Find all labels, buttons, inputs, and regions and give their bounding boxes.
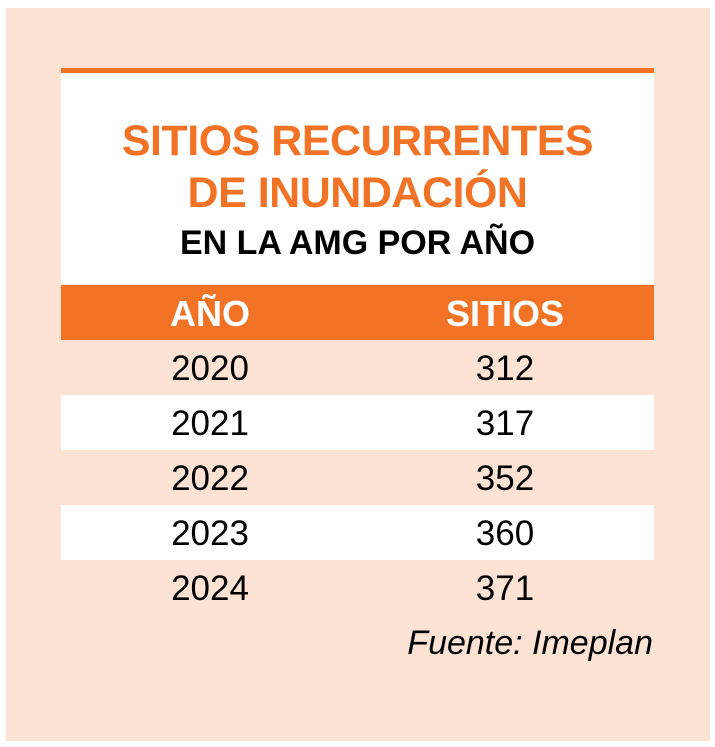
table-header: AÑO SITIOS bbox=[61, 285, 654, 340]
table-row: 2021 317 bbox=[61, 395, 654, 450]
sites-cell: 317 bbox=[475, 404, 535, 443]
year-cell: 2020 bbox=[171, 349, 249, 388]
header-sites: SITIOS bbox=[445, 293, 565, 334]
table-row: 2020 312 bbox=[61, 340, 654, 395]
title-main: SITIOS RECURRENTES DE INUNDACIÓN bbox=[61, 115, 654, 219]
table-row: 2024 371 bbox=[61, 560, 654, 615]
title-line-2: DE INUNDACIÓN bbox=[187, 169, 528, 217]
sites-cell: 360 bbox=[475, 514, 535, 553]
table-row: 2023 360 bbox=[61, 505, 654, 560]
year-cell: 2021 bbox=[171, 404, 249, 443]
header-year: AÑO bbox=[170, 293, 250, 334]
sites-cell: 371 bbox=[475, 569, 535, 608]
sites-cell: 312 bbox=[475, 349, 535, 388]
source-note: Fuente: Imeplan bbox=[407, 624, 653, 662]
title-box: SITIOS RECURRENTES DE INUNDACIÓN EN LA A… bbox=[61, 73, 654, 284]
year-cell: 2022 bbox=[171, 459, 249, 498]
year-cell: 2023 bbox=[171, 514, 249, 553]
year-cell: 2024 bbox=[171, 569, 249, 608]
title-line-1: SITIOS RECURRENTES bbox=[121, 117, 594, 165]
top-accent-line bbox=[61, 68, 654, 73]
table-row: 2022 352 bbox=[61, 450, 654, 505]
sites-cell: 352 bbox=[475, 459, 535, 498]
subtitle: EN LA AMG POR AÑO bbox=[179, 224, 536, 262]
